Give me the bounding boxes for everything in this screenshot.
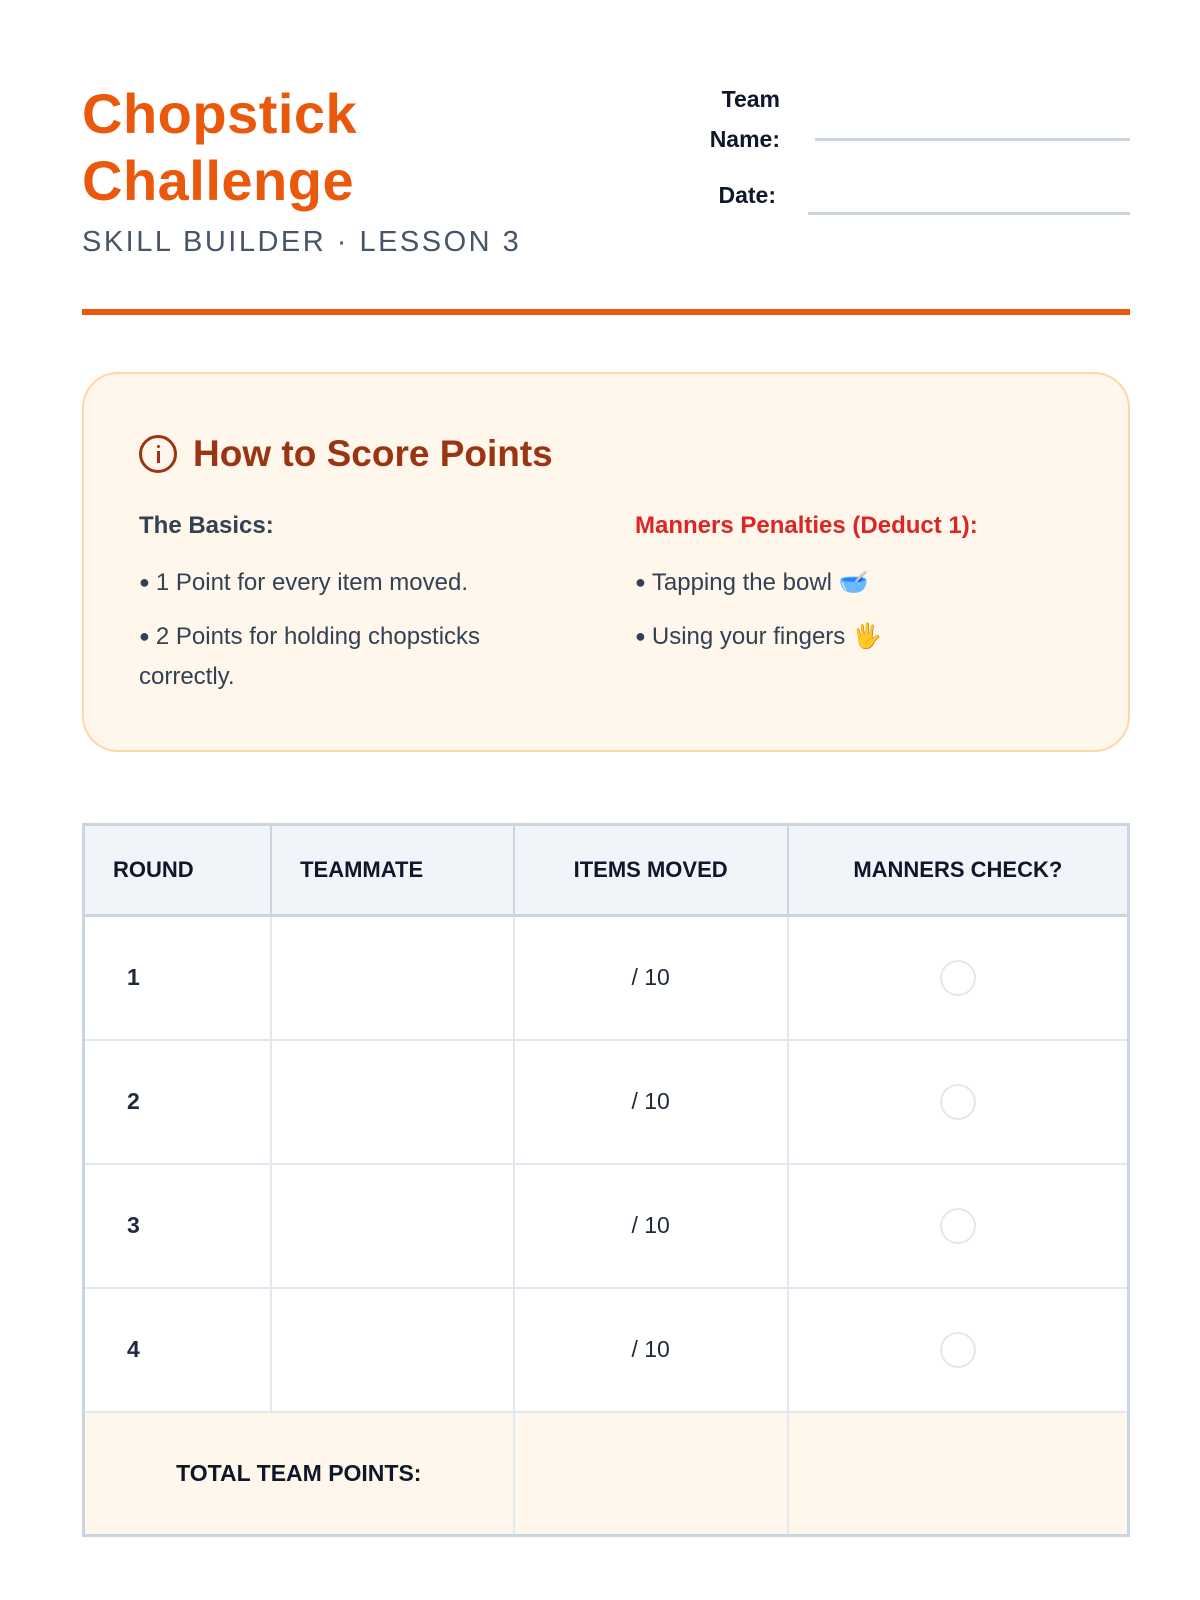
table-row: 3 / 10 <box>82 1162 1130 1289</box>
score-table: ROUND TEAMMATE ITEMS MOVED MANNERS CHECK… <box>82 823 1130 1537</box>
manners-checkbox[interactable] <box>939 1207 976 1244</box>
hand-icon: 🖐️ <box>851 623 882 650</box>
manners-check-cell <box>786 914 1130 1041</box>
title-line-1: Chopstick <box>82 82 358 145</box>
header-teammate: TEAMMATE <box>270 823 515 917</box>
teammate-cell[interactable] <box>270 1286 515 1413</box>
penalty-item: ● Using your fingers 🖐️ <box>635 623 882 650</box>
manners-checkbox[interactable] <box>939 1331 976 1368</box>
total-items-cell[interactable] <box>512 1410 789 1537</box>
subtitle: SKILL BUILDER · LESSON 3 <box>82 226 522 258</box>
total-row: TOTAL TEAM POINTS: <box>82 1410 1130 1537</box>
header-items-moved: ITEMS MOVED <box>512 823 789 917</box>
basics-item: ● 1 Point for every item moved. <box>139 569 469 596</box>
items-moved-cell[interactable]: / 10 <box>512 1038 789 1165</box>
penalty-item-text: Tapping the bowl <box>651 569 833 596</box>
total-manners-cell[interactable] <box>786 1410 1130 1537</box>
table-row: 1 / 10 <box>82 914 1130 1041</box>
table-row: 4 / 10 <box>82 1286 1130 1413</box>
round-cell: 1 <box>82 914 273 1041</box>
penalty-item-text: Using your fingers <box>651 623 846 650</box>
manners-check-cell <box>786 1162 1130 1289</box>
penalties-column: Manners Penalties (Deduct 1): ● Tapping t… <box>635 512 1075 670</box>
penalty-item: ● Tapping the bowl 🥣 <box>635 569 869 596</box>
teammate-cell[interactable] <box>270 1162 515 1289</box>
teammate-cell[interactable] <box>270 914 515 1041</box>
manners-checkbox[interactable] <box>939 959 976 996</box>
manners-check-cell <box>786 1286 1130 1413</box>
info-icon <box>139 435 177 473</box>
scoring-rules-box: How to Score Points The Basics: ● 1 Point… <box>82 372 1130 752</box>
scoring-title-text: How to Score Points <box>193 433 553 474</box>
basics-item-text: 2 Points for holding chopsticks correctl… <box>139 623 481 690</box>
bowl-icon: 🥣 <box>838 569 869 596</box>
basics-item: ● 2 Points for holding chopsticks correct… <box>139 623 481 690</box>
table-header-row: ROUND TEAMMATE ITEMS MOVED MANNERS CHECK… <box>82 823 1130 917</box>
header-divider <box>82 309 1130 315</box>
total-label: TOTAL TEAM POINTS: <box>82 1410 515 1537</box>
date-label: Date: <box>718 182 776 208</box>
table-row: 2 / 10 <box>82 1038 1130 1165</box>
items-moved-cell[interactable]: / 10 <box>512 1286 789 1413</box>
header-round: ROUND <box>82 823 273 917</box>
scoring-title: How to Score Points <box>139 433 553 475</box>
team-label-line-2: Name: <box>709 126 780 152</box>
teammate-cell[interactable] <box>270 1038 515 1165</box>
date-field[interactable] <box>808 212 1130 215</box>
manners-check-cell <box>786 1038 1130 1165</box>
manners-checkbox[interactable] <box>939 1083 976 1120</box>
penalties-heading: Manners Penalties (Deduct 1): <box>635 512 978 539</box>
round-cell: 2 <box>82 1038 273 1165</box>
title-line-2: Challenge <box>82 149 355 212</box>
round-cell: 4 <box>82 1286 273 1413</box>
items-moved-cell[interactable]: / 10 <box>512 1162 789 1289</box>
page-title: Chopstick Challenge <box>82 80 357 214</box>
basics-heading: The Basics: <box>139 512 274 539</box>
items-moved-cell[interactable]: / 10 <box>512 914 789 1041</box>
team-name-label: Team Name: <box>680 84 780 154</box>
header-manners-check: MANNERS CHECK? <box>786 823 1130 917</box>
basics-item-text: 1 Point for every item moved. <box>155 569 469 596</box>
team-label-line-1: Team <box>721 86 780 112</box>
round-cell: 3 <box>82 1162 273 1289</box>
basics-column: The Basics: ● 1 Point for every item move… <box>139 512 559 710</box>
team-name-field[interactable] <box>815 138 1130 141</box>
